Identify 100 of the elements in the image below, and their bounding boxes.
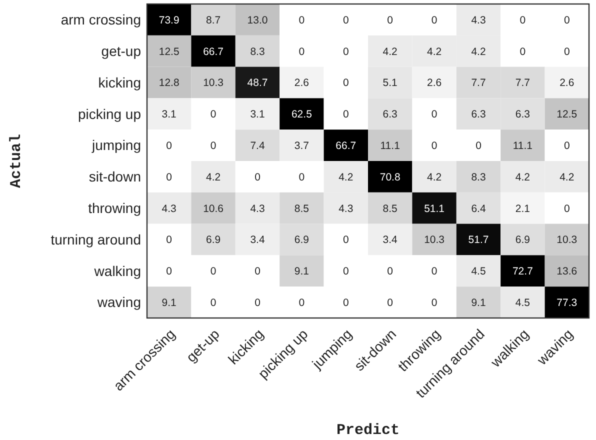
data-label: 0 (431, 296, 438, 309)
y-tick-label: waving (96, 294, 141, 310)
data-label: 0 (342, 266, 349, 278)
data-label: 0 (476, 140, 482, 152)
data-label: 0 (564, 202, 570, 215)
data-label: 3.1 (250, 108, 265, 121)
data-label: 6.9 (294, 234, 310, 246)
data-label: 4.2 (560, 171, 574, 184)
data-label: 10.6 (203, 202, 224, 215)
data-label: 0 (431, 266, 438, 278)
data-label: 8.5 (382, 202, 398, 215)
data-label: 13.6 (556, 266, 578, 278)
data-label: 7.4 (250, 140, 265, 152)
y-tick-label: picking up (78, 106, 142, 122)
data-label: 4.2 (338, 171, 354, 184)
data-label: 77.3 (556, 296, 578, 309)
data-label: 0 (342, 77, 349, 90)
data-label: 0 (298, 14, 305, 26)
data-label: 12.8 (158, 77, 180, 90)
data-label: 11.1 (380, 140, 400, 152)
data-label: 10.3 (203, 77, 224, 90)
data-label: 72.7 (512, 266, 534, 278)
y-tick-label: kicking (98, 74, 141, 90)
y-axis-title: Actual (8, 134, 25, 188)
data-label: 6.3 (515, 108, 530, 121)
data-label: 4.3 (250, 202, 265, 215)
data-label: 8.3 (471, 171, 486, 184)
data-label: 0 (254, 171, 261, 184)
data-label: 5.1 (382, 77, 398, 90)
data-label: 4.5 (515, 296, 530, 309)
data-label: 4.2 (471, 46, 486, 58)
data-label: 4.2 (426, 46, 442, 58)
data-label: 4.2 (206, 171, 221, 184)
data-label: 0 (342, 234, 349, 246)
data-label: 6.9 (515, 234, 530, 246)
data-label: 0 (166, 140, 172, 152)
data-label: 0 (431, 140, 438, 152)
data-label: 12.5 (158, 46, 180, 58)
data-label: 0 (342, 108, 349, 121)
data-label: 51.1 (424, 202, 445, 215)
data-label: 0 (254, 266, 261, 278)
data-label: 0 (298, 296, 305, 309)
data-label: 0 (298, 46, 305, 58)
data-label: 51.7 (468, 234, 489, 246)
data-label: 12.5 (556, 108, 578, 121)
data-label: 48.7 (247, 77, 268, 90)
data-label: 2.6 (560, 77, 574, 90)
data-label: 7.7 (471, 77, 486, 90)
data-label: 8.7 (206, 14, 221, 26)
data-label: 9.1 (471, 296, 486, 309)
data-label: 10.3 (556, 234, 578, 246)
y-tick-label: throwing (88, 200, 141, 216)
y-tick-label: get-up (101, 43, 142, 59)
data-label: 10.3 (424, 234, 445, 246)
data-label: 6.3 (382, 108, 398, 121)
data-label: 3.4 (250, 234, 265, 246)
y-tick-label: turning around (50, 231, 141, 248)
data-label: 4.2 (515, 171, 530, 184)
y-tick-label: walking (93, 262, 141, 279)
data-label: 0 (520, 46, 526, 58)
data-label: 4.3 (162, 202, 177, 215)
data-label: 0 (342, 46, 349, 58)
data-label: 6.9 (206, 234, 221, 246)
data-label: 0 (342, 14, 349, 26)
data-label: 6.3 (471, 108, 486, 121)
data-label: 3.4 (382, 234, 398, 246)
data-label: 0 (166, 234, 172, 246)
data-label: 62.5 (291, 108, 312, 121)
data-label: 0 (564, 140, 570, 152)
data-label: 0 (387, 296, 394, 309)
data-label: 4.2 (426, 171, 442, 184)
data-label: 66.7 (203, 46, 224, 58)
data-label: 0 (564, 46, 570, 58)
data-label: 9.1 (294, 266, 310, 278)
data-label: 0 (431, 14, 438, 26)
data-label: 8.3 (250, 46, 265, 58)
data-label: 7.7 (515, 77, 530, 90)
data-label: 0 (387, 14, 394, 26)
data-label: 0 (520, 14, 526, 26)
data-label: 73.9 (158, 14, 180, 26)
data-label: 0 (564, 14, 570, 26)
data-label: 0 (298, 171, 305, 184)
data-label: 0 (210, 108, 216, 121)
data-label: 0 (387, 266, 394, 278)
data-label: 0 (431, 108, 438, 121)
data-label: 0 (210, 266, 216, 278)
data-label: 3.7 (294, 140, 310, 152)
data-label: 66.7 (336, 140, 356, 152)
data-label: 4.3 (471, 14, 486, 26)
data-label: 4.2 (382, 46, 398, 58)
data-label: 8.5 (294, 202, 310, 215)
data-label: 4.5 (471, 266, 486, 278)
data-label: 0 (254, 296, 261, 309)
data-label: 2.1 (515, 202, 530, 215)
data-label: 3.1 (162, 108, 177, 121)
data-label: 2.6 (426, 77, 442, 90)
data-label: 0 (166, 171, 172, 184)
data-label: 0 (210, 296, 216, 309)
x-axis-title: Predict (336, 422, 400, 439)
y-tick-label: arm crossing (60, 12, 141, 28)
